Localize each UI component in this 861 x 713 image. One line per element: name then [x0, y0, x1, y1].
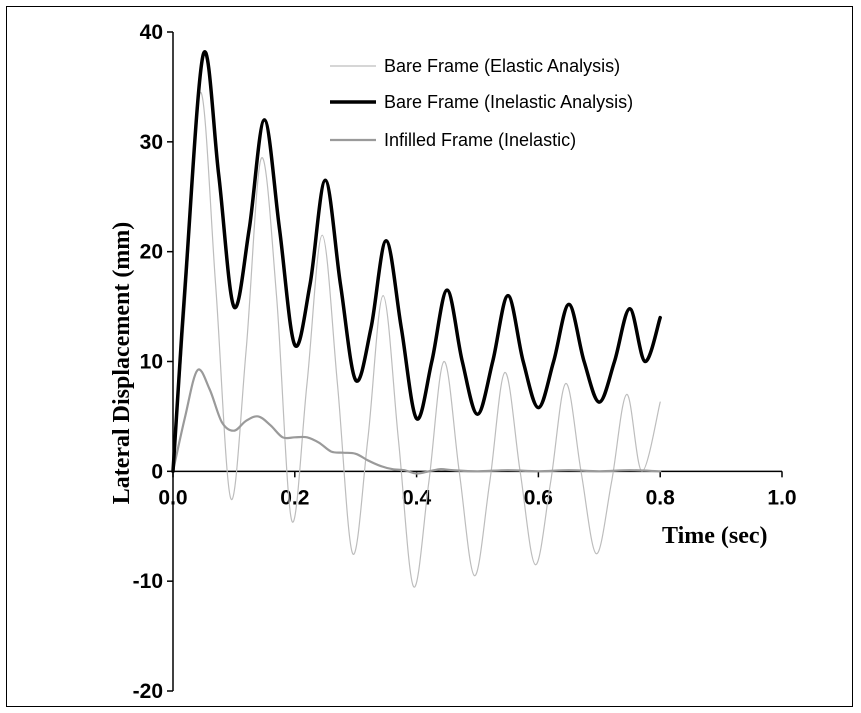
y-tick-label: 20 [140, 241, 163, 264]
y-tick-label: 40 [140, 21, 163, 44]
x-tick-label: 0.6 [524, 486, 553, 509]
legend-label: Bare Frame (Inelastic Analysis) [384, 92, 633, 112]
y-tick-label: -20 [133, 680, 163, 703]
x-tick-label: 0.4 [402, 486, 432, 509]
x-tick-label: 0.2 [280, 486, 309, 509]
y-tick-label: 0 [151, 460, 163, 483]
y-tick-label: -10 [133, 570, 163, 593]
series-line-bare-frame-elastic-analysis [172, 91, 661, 588]
x-tick-label: 1.0 [767, 486, 796, 509]
x-tick-label: 0.0 [158, 486, 187, 509]
x-axis-label: Time (sec) [662, 523, 768, 549]
series-line-bare-frame-inelastic-analysis [171, 49, 662, 474]
axes: 40 30 20 10 0 -10 -20 0.0 0.2 0.4 0.6 0.8 1.0 [133, 21, 797, 703]
chart-frame [6, 6, 853, 707]
y-tick-label: 10 [140, 351, 163, 374]
legend-label: Infilled Frame (Inelastic) [384, 130, 576, 150]
y-tick-label: 30 [140, 131, 163, 154]
series-line-infilled-frame-inelastic [171, 368, 662, 475]
legend-label: Bare Frame (Elastic Analysis) [384, 56, 620, 76]
legend: Bare Frame (Elastic Analysis) Bare Frame … [330, 56, 633, 150]
x-tick-label: 0.8 [646, 486, 676, 509]
y-axis-label: Lateral Displacement (mm) [109, 222, 135, 505]
series-layer [171, 49, 662, 588]
